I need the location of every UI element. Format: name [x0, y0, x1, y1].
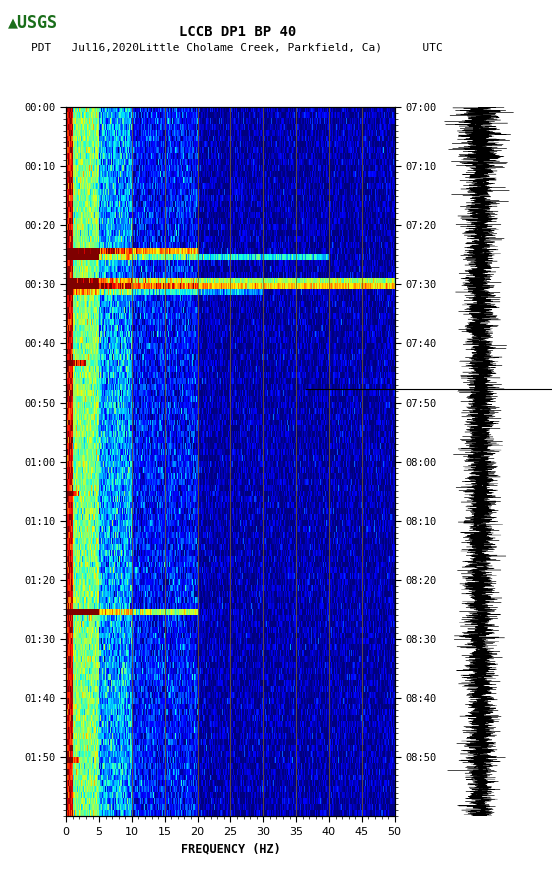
- Text: PDT   Jul16,2020Little Cholame Creek, Parkfield, Ca)      UTC: PDT Jul16,2020Little Cholame Creek, Park…: [31, 43, 443, 53]
- X-axis label: FREQUENCY (HZ): FREQUENCY (HZ): [181, 842, 280, 855]
- Text: ▲USGS: ▲USGS: [8, 13, 59, 31]
- Text: LCCB DP1 BP 40: LCCB DP1 BP 40: [179, 25, 296, 39]
